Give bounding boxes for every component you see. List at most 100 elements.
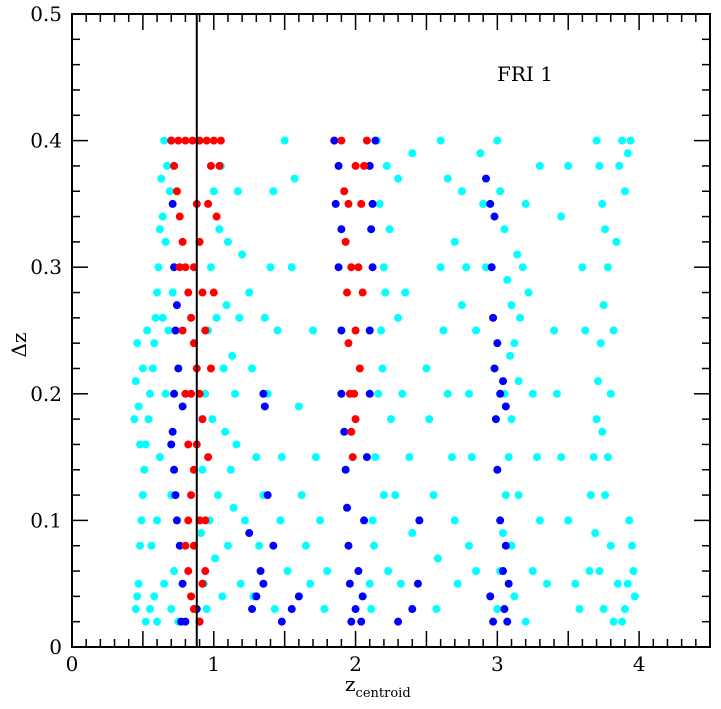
data-point [368,263,377,272]
data-point [499,567,508,576]
data-point [297,491,306,500]
data-point [273,326,282,335]
data-point [187,313,196,322]
data-point [170,263,179,272]
data-point [493,605,502,614]
data-point [153,516,162,525]
data-point [215,161,224,170]
data-point [592,136,601,145]
data-point [609,326,618,335]
data-point [472,326,481,335]
data-point [481,263,490,272]
data-point [447,453,456,462]
data-point [136,541,145,550]
data-point [208,415,217,424]
data-point [514,377,523,386]
data-point [201,567,210,576]
data-point [344,541,353,550]
data-point [283,567,292,576]
data-point [168,427,177,436]
x-tick-label: 1 [207,652,220,676]
data-point [343,288,352,297]
data-point [131,605,140,614]
data-point [358,288,367,297]
data-point [598,427,607,436]
data-point [337,389,346,398]
data-point [357,199,366,208]
data-point [489,617,498,626]
data-point [510,339,519,348]
data-point [368,199,377,208]
data-point [222,301,231,310]
data-point [401,288,410,297]
data-point [174,364,183,373]
data-point [209,136,218,145]
data-point [148,364,157,373]
data-point [612,237,621,246]
data-point [379,491,388,500]
data-point [236,579,245,588]
data-point [489,313,498,322]
data-point [503,617,512,626]
data-point [184,440,193,449]
data-point [533,453,542,462]
data-point [453,579,462,588]
data-point [578,263,587,272]
data-point [507,541,516,550]
data-point [535,161,544,170]
data-point [542,579,551,588]
data-point [618,617,627,626]
data-point [309,326,318,335]
y-tick-label: 0.1 [30,508,62,532]
data-point [134,579,143,588]
data-point [206,161,215,170]
data-point [181,541,190,550]
data-point [564,161,573,170]
data-point [198,579,207,588]
data-point [385,225,394,234]
data-point [550,326,559,335]
data-point [330,136,339,145]
data-point [130,415,139,424]
data-point [436,136,445,145]
data-point [362,453,371,462]
data-point [371,453,380,462]
data-point [184,288,193,297]
data-point [198,288,207,297]
data-point [167,136,176,145]
data-point [510,592,519,601]
x-tick-label: 4 [633,652,646,676]
data-point [168,199,177,208]
data-point [337,225,346,234]
data-point [374,389,383,398]
data-point [381,288,390,297]
data-point [355,364,364,373]
data-point [171,491,180,500]
data-point [429,491,438,500]
data-point [151,313,160,322]
y-tick-label: 0.5 [30,2,62,26]
data-point [150,339,159,348]
data-point [141,617,150,626]
data-point [524,288,533,297]
data-point [145,389,154,398]
data-point [408,605,417,614]
data-point [347,263,356,272]
data-point [501,491,510,500]
data-point [514,491,523,500]
data-point [589,453,598,462]
data-point [615,161,624,170]
data-point [367,605,376,614]
data-point [259,579,268,588]
data-point [450,237,459,246]
data-point [175,263,184,272]
data-point [252,592,261,601]
data-point [162,161,171,170]
data-point [301,541,310,550]
data-point [552,389,561,398]
data-point [496,187,505,196]
data-point [443,389,452,398]
plot-frame [71,13,711,648]
data-point [499,377,508,386]
data-point [571,579,580,588]
